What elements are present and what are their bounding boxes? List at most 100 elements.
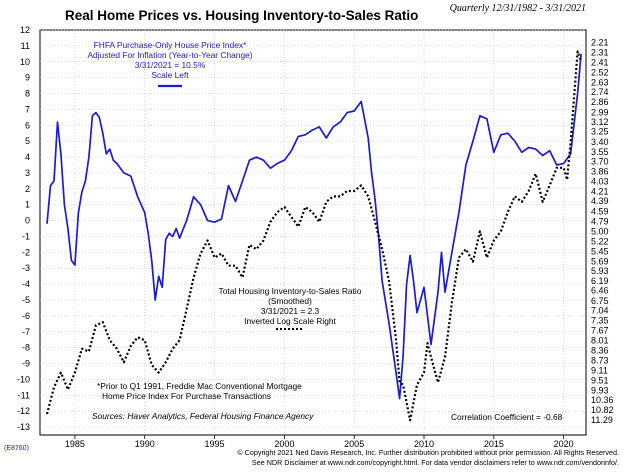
right-tick-label: 9.11 bbox=[591, 365, 608, 375]
right-tick-label: 5.45 bbox=[591, 246, 609, 256]
right-tick-label: 4.21 bbox=[591, 187, 609, 197]
right-tick-label: 3.86 bbox=[591, 166, 609, 176]
left-axis: 1211109876543210-1-2-3-4-5-6-7-8-9-10-11… bbox=[17, 25, 30, 432]
home-price-annotation-line: Adjusted For Inflation (Year-to-Year Cha… bbox=[87, 50, 252, 60]
right-tick-label: 6.75 bbox=[591, 296, 609, 306]
home-price-annotation-line: 3/31/2021 = 10.5% bbox=[135, 60, 206, 70]
footnote-line: Home Price Index For Purchase Transactio… bbox=[102, 391, 271, 401]
left-tick-label: -4 bbox=[22, 279, 30, 289]
right-tick-label: 6.46 bbox=[591, 286, 609, 296]
right-axis: 2.212.312.412.522.632.742.862.993.123.25… bbox=[591, 37, 614, 425]
right-tick-label: 2.74 bbox=[591, 87, 609, 97]
right-tick-label: 3.55 bbox=[591, 147, 609, 157]
right-tick-label: 4.39 bbox=[591, 196, 609, 206]
right-tick-label: 5.93 bbox=[591, 266, 609, 276]
chart-code-link[interactable]: (E8760) bbox=[4, 445, 29, 452]
left-tick-label: -7 bbox=[22, 327, 30, 337]
gridlines bbox=[40, 29, 586, 435]
chart-title: Real Home Prices vs. Housing Inventory-t… bbox=[65, 8, 418, 23]
x-tick-label: 2020 bbox=[554, 439, 574, 449]
footnote-line: *Prior to Q1 1991, Freddie Mac Conventio… bbox=[97, 381, 302, 391]
x-tick-label: 1995 bbox=[205, 439, 225, 449]
right-tick-label: 5.00 bbox=[591, 226, 609, 236]
plot-frame bbox=[39, 29, 587, 436]
right-tick-label: 7.67 bbox=[591, 325, 609, 335]
left-tick-label: -5 bbox=[22, 295, 30, 305]
right-tick-label: 2.41 bbox=[591, 57, 609, 67]
inventory-ratio-annotation: Total Housing Inventory-to-Sales Ratio (… bbox=[219, 286, 362, 330]
right-tick-label: 11.29 bbox=[591, 415, 613, 425]
right-tick-label: 3.25 bbox=[591, 127, 609, 137]
home-price-annotation-line: Scale Left bbox=[151, 70, 189, 80]
right-tick-label: 9.51 bbox=[591, 375, 609, 385]
left-tick-label: 1 bbox=[25, 200, 30, 210]
left-tick-label: -6 bbox=[22, 311, 30, 321]
right-tick-label: 3.40 bbox=[591, 137, 609, 147]
x-tick-label: 1990 bbox=[135, 439, 155, 449]
copyright-notice: © Copyright 2021 Ned Davis Research, Inc… bbox=[237, 448, 619, 457]
right-tick-label: 3.70 bbox=[591, 157, 609, 167]
x-tick-label: 2000 bbox=[274, 439, 294, 449]
right-tick-label: 2.86 bbox=[591, 97, 609, 107]
left-tick-label: 4 bbox=[25, 152, 30, 162]
right-tick-label: 3.12 bbox=[591, 117, 609, 127]
home-price-annotation-line: FHFA Purchase-Only House Price Index* bbox=[94, 40, 247, 50]
left-tick-label: -10 bbox=[17, 374, 30, 384]
left-tick-label: -11 bbox=[18, 390, 30, 400]
series-layer bbox=[45, 50, 583, 422]
right-tick-label: 2.31 bbox=[591, 48, 609, 58]
left-tick-label: 7 bbox=[25, 104, 30, 114]
left-tick-label: -13 bbox=[17, 422, 30, 432]
right-tick-label: 4.79 bbox=[591, 216, 609, 226]
left-tick-label: -8 bbox=[22, 343, 30, 353]
home-price-annotation: FHFA Purchase-Only House Price Index* Ad… bbox=[87, 40, 253, 88]
right-tick-label: 8.01 bbox=[591, 336, 609, 346]
inventory-annotation-line: Inverted Log Scale Right bbox=[244, 316, 336, 326]
inventory-annotation-line: (Smoothed) bbox=[268, 296, 312, 306]
inventory-annotation-line: 3/31/2021 = 2.3 bbox=[261, 306, 320, 316]
left-tick-label: 10 bbox=[20, 57, 30, 67]
right-tick-label: 2.52 bbox=[591, 68, 609, 78]
left-tick-label: 9 bbox=[25, 73, 30, 83]
right-tick-label: 4.59 bbox=[591, 207, 609, 217]
left-tick-label: 0 bbox=[25, 216, 30, 226]
right-tick-label: 2.21 bbox=[591, 37, 609, 47]
left-tick-label: -12 bbox=[17, 406, 30, 416]
inventory-ratio-series-line bbox=[45, 50, 583, 422]
home-price-series-line bbox=[46, 53, 582, 400]
left-tick-label: 6 bbox=[25, 120, 30, 130]
right-tick-label: 5.69 bbox=[591, 256, 609, 266]
right-tick-label: 4.03 bbox=[591, 176, 609, 186]
chart-period: Quarterly 12/31/1982 - 3/31/2021 bbox=[450, 3, 586, 14]
x-tick-label: 1985 bbox=[65, 439, 85, 449]
sources-note: Sources: Haver Analytics, Federal Housin… bbox=[92, 411, 314, 421]
right-tick-label: 7.35 bbox=[591, 316, 609, 326]
right-tick-label: 6.19 bbox=[591, 276, 609, 286]
inventory-annotation-line: Total Housing Inventory-to-Sales Ratio bbox=[219, 286, 362, 296]
left-tick-label: -2 bbox=[22, 247, 30, 257]
right-tick-label: 10.36 bbox=[591, 395, 614, 405]
x-axis: 1985 1990 1995 2000 2005 2010 2015 2020 bbox=[65, 435, 574, 449]
left-tick-label: -1 bbox=[22, 231, 30, 241]
right-tick-label: 2.99 bbox=[591, 107, 609, 117]
left-tick-label: 2 bbox=[25, 184, 30, 194]
correlation-note: Correlation Coefficient = -0.68 bbox=[451, 412, 563, 422]
x-tick-label: 2005 bbox=[344, 439, 364, 449]
left-tick-label: 3 bbox=[25, 168, 30, 178]
right-tick-label: 9.93 bbox=[591, 385, 609, 395]
left-tick-label: 8 bbox=[25, 89, 30, 99]
right-tick-label: 7.04 bbox=[591, 306, 609, 316]
x-tick-label: 2015 bbox=[484, 439, 504, 449]
right-tick-label: 8.73 bbox=[591, 355, 609, 365]
right-tick-label: 10.82 bbox=[591, 405, 614, 415]
right-tick-label: 2.63 bbox=[591, 78, 609, 88]
left-tick-label: -3 bbox=[22, 263, 30, 273]
right-tick-label: 5.22 bbox=[591, 236, 609, 246]
disclaimer-notice: See NDR Disclaimer at www.ndr.com/copyri… bbox=[252, 458, 619, 467]
left-tick-label: -9 bbox=[22, 359, 30, 369]
x-tick-label: 2010 bbox=[414, 439, 434, 449]
left-tick-label: 12 bbox=[20, 25, 30, 35]
right-tick-label: 8.36 bbox=[591, 345, 609, 355]
left-tick-label: 11 bbox=[21, 41, 30, 51]
